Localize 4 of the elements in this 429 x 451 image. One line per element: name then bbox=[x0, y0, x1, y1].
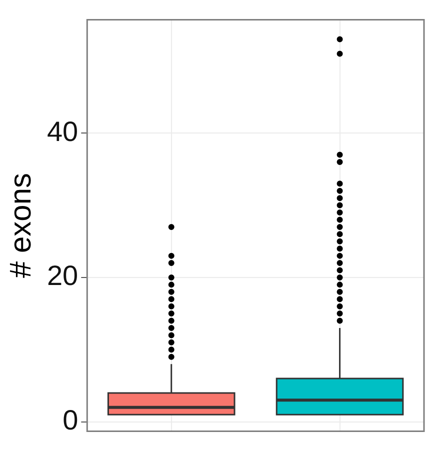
y-tick-label: 0 bbox=[62, 404, 78, 436]
y-tick-label: 20 bbox=[46, 260, 78, 292]
y-tick-label: 40 bbox=[46, 116, 78, 147]
y-axis-title: # exons bbox=[4, 172, 38, 278]
